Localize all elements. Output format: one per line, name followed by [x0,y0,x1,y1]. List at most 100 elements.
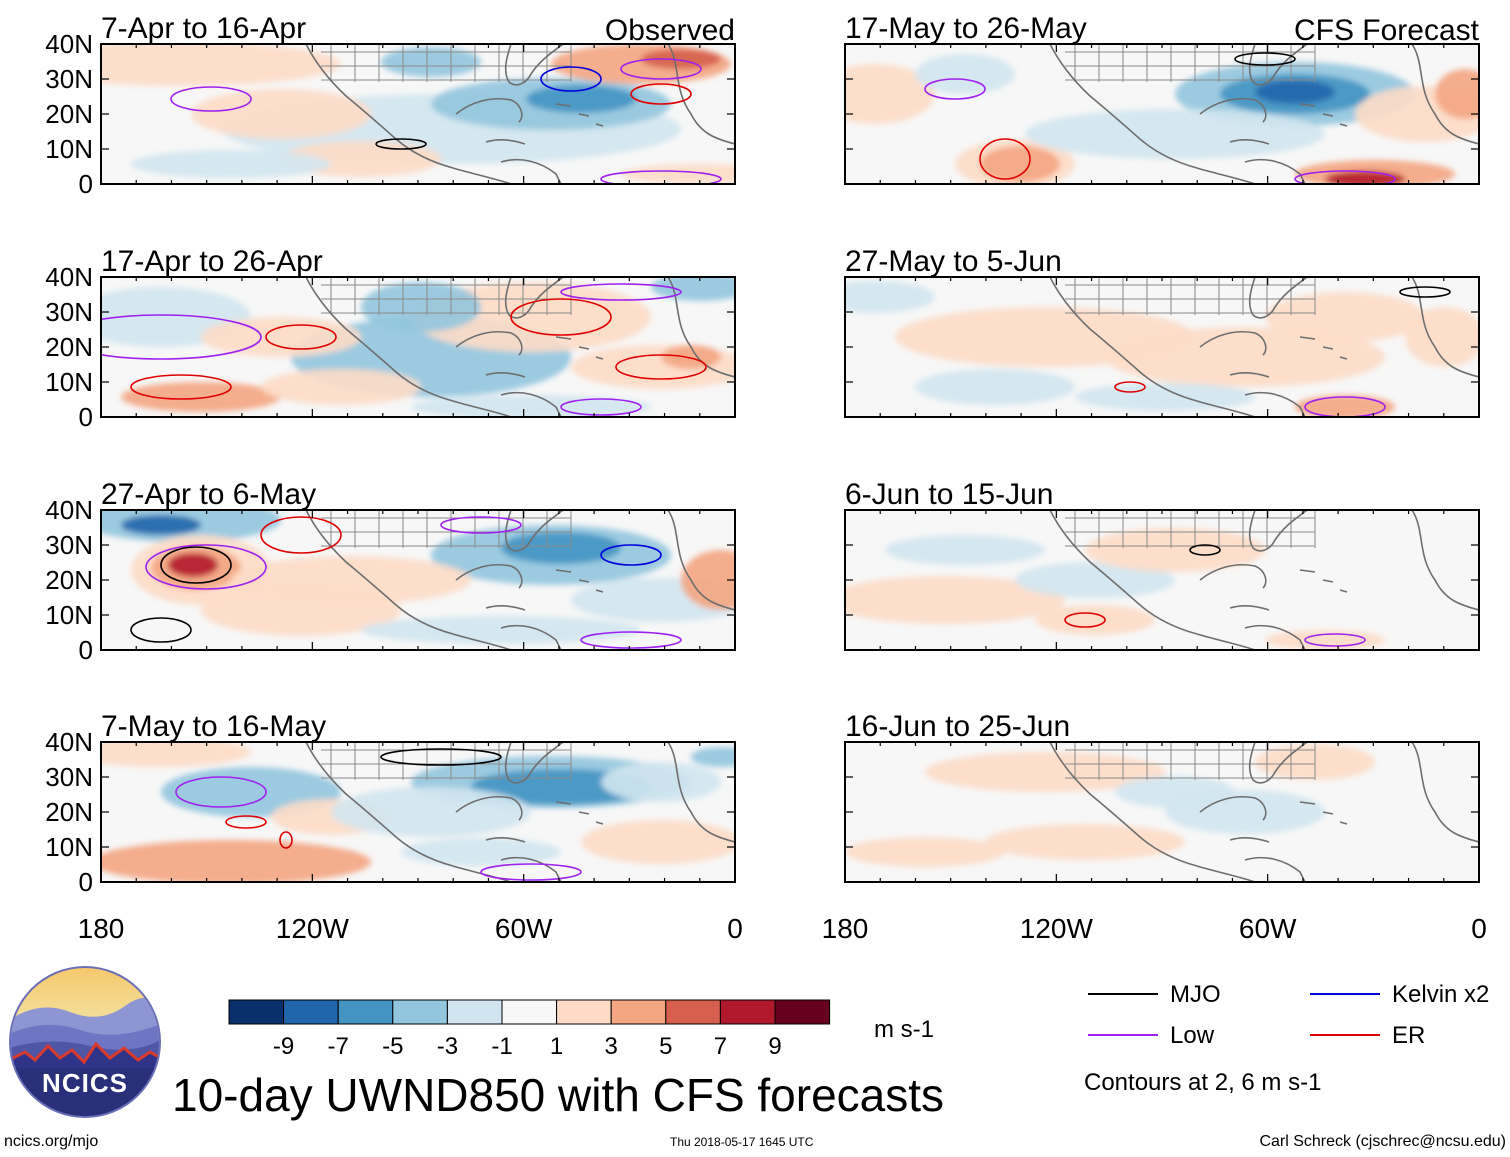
map-field [101,44,735,184]
latitude-label: 30N [45,297,93,327]
anomaly-blob [641,49,721,69]
index-contours [170,58,722,184]
colorbar-swatch [665,999,721,1025]
contour-loop [1399,286,1451,298]
state-borders [321,742,572,780]
latitude-label: 20N [45,99,93,129]
panel-ticks [100,276,736,418]
anomaly-blob [1255,80,1335,104]
panel-1: 7-Apr to 16-Apr Observed 40N 30N 20N 10N 0 [45,12,736,199]
legend-item: MJO [1088,981,1221,1008]
state-borders [1065,44,1316,82]
state-borders [321,44,572,82]
anomaly-blob [526,85,636,113]
coastlines [305,277,735,417]
anomaly-blob [191,89,371,139]
anomaly-blob [885,535,1045,565]
figure-title: 10-day UWND850 with CFS forecasts [172,1069,944,1121]
anomaly-blob [845,64,935,124]
footer-url: ncics.org/mjo [4,1133,98,1150]
anomaly-blob [1265,630,1385,650]
contour-loop [440,516,522,534]
legend-note: Contours at 2, 6 m s-1 [1084,1069,1321,1096]
anomaly-blob [925,752,1165,792]
anomaly-blob [1075,383,1255,411]
latitude-label: 40N [45,29,93,59]
contour-loop [540,66,602,92]
contour-loop [620,58,702,80]
anomaly-blob [845,837,1005,867]
map-field [845,742,1479,882]
longitude-axis-labels: 180 120W 60W 0 180 120W 60W 0 [78,913,1487,944]
colorbar-label: 3 [605,1033,618,1060]
contour-loop [130,617,192,643]
contour-loop [560,283,682,301]
colorbar-swatch [283,999,339,1025]
map-field [845,510,1479,650]
state-borders [1065,277,1316,315]
index-contours [175,748,582,881]
panel-2: 17-Apr to 26-Apr 40N 30N 20N 10N 0 [45,245,736,432]
anomaly-fill [845,528,1385,650]
panel-7: 6-Jun to 15-Jun [844,478,1480,651]
longitude-label: 120W [276,913,350,944]
colorbar-label: -5 [382,1033,403,1060]
panel-ticks [100,741,736,883]
panel-6: 27-May to 5-Jun [844,245,1480,418]
legend-label: MJO [1170,981,1221,1008]
anomaly-blob [581,820,735,864]
latitude-label: 10N [45,367,93,397]
map-field [101,277,735,417]
contour-loop [101,314,262,360]
anomaly-blob [101,44,341,86]
anomaly-blob [361,616,641,644]
contour-loop [1064,612,1106,628]
colorbar-label: 1 [550,1033,563,1060]
contour-loop [130,374,232,400]
anomaly-blob [691,747,735,767]
colorbar-swatch [610,999,667,1025]
colorbar-unit: m s-1 [874,1016,934,1043]
ncics-logo: NCICS [9,966,161,1118]
state-borders [1065,510,1316,548]
coastlines [1049,742,1479,882]
index-contours [1064,544,1366,647]
anomaly-blob [121,515,201,535]
anomaly-blob [1035,605,1155,635]
colorbar-swatch [228,999,285,1025]
contour-loop [1114,381,1146,393]
legend-item: ER [1310,1022,1425,1049]
index-contours [1114,286,1451,417]
contour-loop [260,516,342,554]
state-borders [321,277,572,315]
panel-ticks [844,741,1480,883]
anomaly-blob [621,164,735,184]
latitude-label: 20N [45,565,93,595]
contour-loop [145,544,267,590]
map-field [101,742,735,882]
contour-loop [630,83,692,105]
panel-ticks [844,276,1480,418]
colorbar-label: 5 [659,1033,672,1060]
anomaly-blob [915,369,1075,405]
longitude-label: 60W [495,913,553,944]
latitude-label: 0 [79,635,93,665]
anomaly-blob [571,345,735,389]
state-borders [1065,742,1316,780]
map-field [845,277,1479,417]
anomaly-blob [201,584,401,636]
colorbar-swatch [337,999,394,1025]
contour-loop [175,776,267,808]
contour-loop [1234,52,1296,66]
contour-loop [580,631,682,649]
anomaly-blob [1115,776,1235,808]
contour-loop [510,298,612,336]
contour-legend: MJO Kelvin x2 Low ER [1088,981,1489,1049]
footer-timestamp: Thu 2018-05-17 1645 UTC [670,1135,814,1149]
contour-loop [560,398,642,416]
anomaly-blob [681,550,735,610]
anomaly-blob [101,840,371,882]
legend-item: Kelvin x2 [1310,981,1489,1008]
anomaly-blob [1435,69,1479,119]
